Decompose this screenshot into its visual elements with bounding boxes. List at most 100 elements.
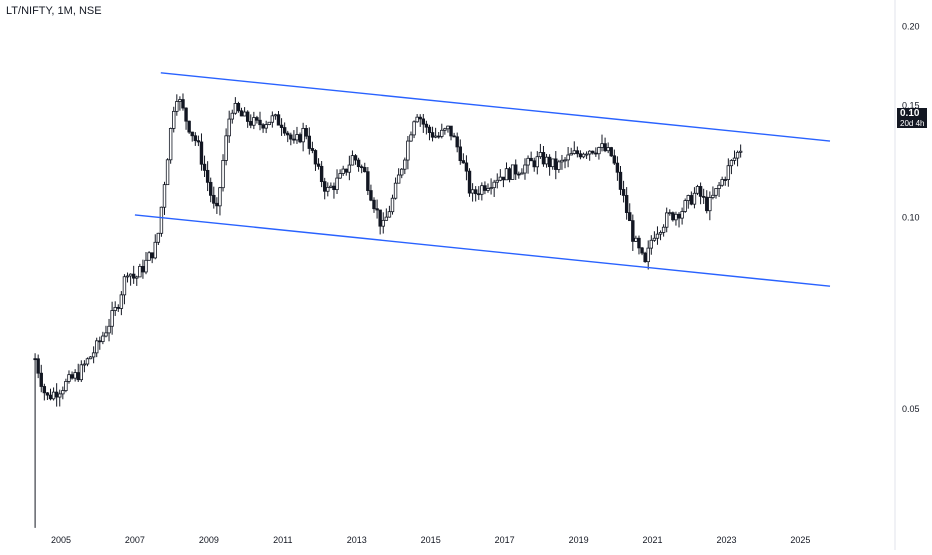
candle[interactable] [363,162,367,173]
candle[interactable] [563,157,567,169]
candle[interactable] [359,164,364,174]
candle[interactable] [233,97,238,115]
candle[interactable] [350,150,355,166]
candle[interactable] [535,151,540,175]
candle[interactable] [566,147,570,168]
candle[interactable] [412,120,416,139]
candle[interactable] [406,136,410,170]
candle[interactable] [319,161,324,188]
candle[interactable] [110,301,114,335]
candle[interactable] [637,235,641,255]
candle[interactable] [504,162,509,181]
candle[interactable] [732,150,737,165]
candle[interactable] [323,177,327,200]
candle[interactable] [572,141,576,155]
candle[interactable] [212,186,216,209]
candle[interactable] [396,168,401,184]
candle[interactable] [689,191,694,206]
candle[interactable] [341,165,345,176]
candle[interactable] [560,154,564,170]
candle[interactable] [726,158,731,187]
candle[interactable] [51,387,56,401]
candle[interactable] [335,169,339,194]
candle[interactable] [674,211,678,226]
candle[interactable] [735,150,740,167]
candle[interactable] [307,127,312,155]
candle[interactable] [467,168,472,197]
candle[interactable] [245,110,250,128]
candle[interactable] [501,176,506,188]
candle[interactable] [116,304,120,312]
candle[interactable] [261,123,265,133]
candle[interactable] [107,318,111,342]
candle[interactable] [569,147,573,156]
price-axis[interactable]: 0.050.100.150.20 [902,21,920,414]
candle[interactable] [609,146,613,158]
candle[interactable] [400,168,404,179]
candle[interactable] [168,127,173,164]
candle[interactable] [39,364,43,393]
candle[interactable] [286,130,290,143]
candle[interactable] [384,208,389,221]
candle[interactable] [557,159,561,173]
candle[interactable] [612,149,617,166]
candle[interactable] [369,184,373,202]
candle[interactable] [483,181,487,195]
candle[interactable] [356,157,361,172]
candle[interactable] [714,188,718,199]
candle[interactable] [227,110,231,143]
candle[interactable] [723,176,727,186]
candle[interactable] [135,275,139,286]
candle[interactable] [48,388,53,401]
candle[interactable] [184,107,188,130]
trendline-layer[interactable] [134,72,831,287]
candle[interactable] [88,356,93,360]
candle[interactable] [125,272,130,283]
candle[interactable] [551,158,555,170]
candle[interactable] [378,209,382,235]
candle[interactable] [640,246,644,256]
candle[interactable] [282,122,287,136]
candle[interactable] [461,153,466,164]
candle[interactable] [353,154,358,165]
candle[interactable] [153,234,157,260]
candle[interactable] [141,259,145,279]
lower-channel-trendline[interactable] [134,214,831,287]
candle[interactable] [464,155,469,181]
candle[interactable] [695,184,700,196]
candle[interactable] [587,150,592,161]
candle[interactable] [624,187,629,220]
candle[interactable] [458,139,462,165]
candle[interactable] [187,120,191,134]
candle[interactable] [73,369,77,382]
candle[interactable] [455,132,459,153]
candle[interactable] [643,251,647,263]
candle[interactable] [104,325,108,338]
candle[interactable] [430,126,435,142]
candle[interactable] [128,273,133,286]
candle[interactable] [584,151,589,159]
candle[interactable] [729,159,734,175]
candle[interactable] [600,134,604,152]
candle[interactable] [387,205,392,218]
candle[interactable] [45,392,50,400]
candle[interactable] [575,146,580,158]
candle[interactable] [692,187,697,209]
candle[interactable] [165,158,170,186]
candle[interactable] [255,115,259,124]
candle[interactable] [190,131,194,142]
candle[interactable] [273,113,278,120]
candle[interactable] [446,125,450,133]
candle[interactable] [470,183,475,202]
candle[interactable] [162,181,167,215]
candle[interactable] [634,235,638,242]
candle[interactable] [202,155,207,178]
candle[interactable] [181,93,185,111]
candle[interactable] [683,198,687,213]
candle[interactable] [147,251,151,261]
candle[interactable] [193,132,198,146]
candle[interactable] [70,371,74,380]
candle[interactable] [79,360,84,382]
